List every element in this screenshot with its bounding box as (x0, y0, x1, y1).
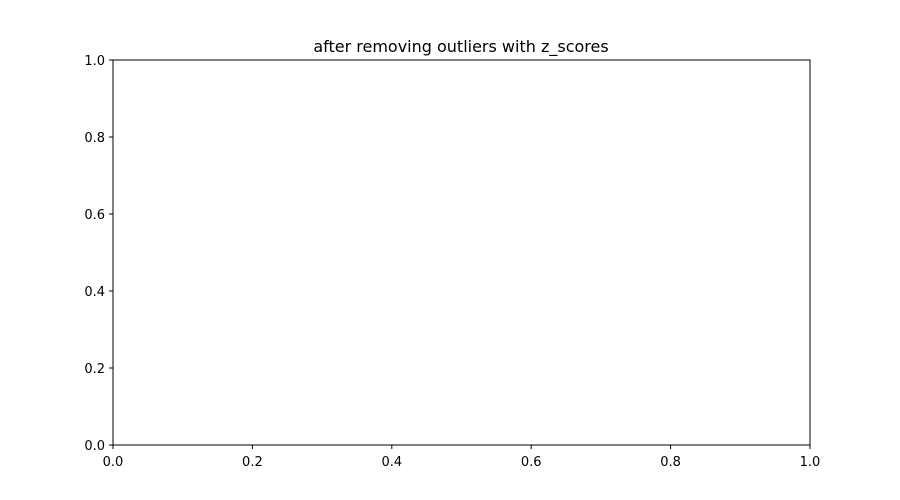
y-tick-label: 0.8 (84, 131, 105, 146)
x-tick-label: 0.4 (381, 455, 402, 470)
plot-area-frame (112, 59, 811, 446)
x-tick-label: 0.8 (660, 455, 681, 470)
x-tick-label: 0.2 (242, 455, 263, 470)
x-axis: 0.0 0.2 0.4 0.6 0.8 1.0 (103, 445, 821, 470)
x-tick-label: 0.6 (521, 455, 542, 470)
chart-title: after removing outliers with z_scores (313, 37, 608, 57)
y-tick-label: 0.0 (84, 439, 105, 454)
y-tick-label: 1.0 (84, 54, 105, 69)
x-tick-label: 1.0 (800, 455, 821, 470)
x-tick-label: 0.0 (103, 455, 124, 470)
y-tick-label: 0.2 (84, 362, 105, 377)
y-tick-label: 0.6 (84, 208, 105, 223)
y-tick-label: 0.4 (84, 285, 105, 300)
y-axis: 0.0 0.2 0.4 0.6 0.8 1.0 (84, 54, 113, 454)
